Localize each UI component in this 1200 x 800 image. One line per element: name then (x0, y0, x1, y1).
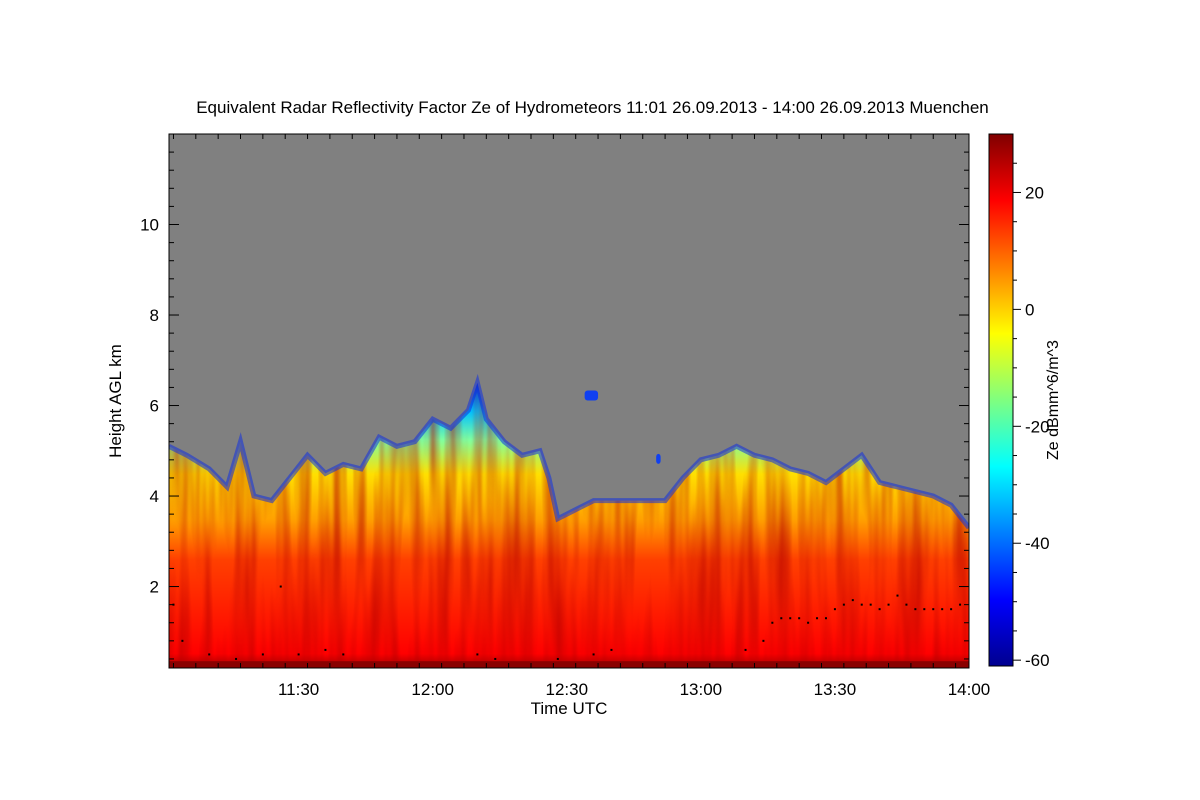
cloud-base-point (771, 621, 774, 624)
x-axis: 11:30 12:00 12:30 13:00 13:30 14:00 (172, 134, 991, 699)
x-axis-label: Time UTC (531, 699, 608, 718)
y-axis-label: Height AGL km (106, 344, 125, 458)
cloud-base-point (592, 653, 595, 656)
y-tick-label: 8 (150, 306, 159, 325)
cloud-base-point (235, 657, 238, 660)
x-tick-label: 12:30 (545, 680, 588, 699)
cloud-base-points (172, 585, 962, 660)
cloud-base-point (798, 617, 801, 620)
plot-frame (168, 133, 970, 669)
detached-echo (656, 453, 661, 464)
y-tick-label: 10 (140, 216, 159, 235)
cloud-base-point (279, 585, 282, 588)
y-tick-label: 6 (150, 397, 159, 416)
y-tick-label: 4 (150, 487, 159, 506)
y-tick-label: 2 (150, 578, 159, 597)
colorbar-tick-label: 20 (1025, 183, 1044, 202)
cloud-base-point (342, 653, 345, 656)
surface-reflectivity-band (169, 661, 969, 668)
cloud-base-point (869, 603, 872, 606)
colorbar (988, 133, 1014, 667)
x-tick-label: 13:00 (680, 680, 723, 699)
cloud-base-point (744, 648, 747, 651)
cloud-base-point (860, 603, 863, 606)
cloud-base-point (932, 608, 935, 611)
cloud-base-point (556, 657, 559, 660)
cloud-base-point (923, 608, 926, 611)
x-tick-label: 12:00 (411, 680, 454, 699)
cloud-base-point (762, 639, 765, 642)
colorbar-tick-label: -40 (1025, 534, 1050, 553)
cloud-base-point (494, 657, 497, 660)
colorbar-tick-label: -60 (1025, 651, 1050, 670)
cloud-base-point (941, 608, 944, 611)
cloud-base-point (950, 608, 953, 611)
x-tick-label: 14:00 (948, 680, 991, 699)
cloud-base-point (476, 653, 479, 656)
cloud-base-point (896, 594, 899, 597)
cloud-base-point (816, 617, 819, 620)
cloud-base-point (914, 608, 917, 611)
cloud-base-point (878, 608, 881, 611)
echo-top-edge (169, 373, 969, 530)
colorbar-tick-label: -20 (1025, 417, 1050, 436)
cloud-base-point (181, 639, 184, 642)
cloud-base-point (780, 617, 783, 620)
detached-echo (584, 390, 599, 401)
colorbar-tick-label: 0 (1025, 300, 1034, 319)
cloud-base-point (324, 648, 327, 651)
cloud-base-point (610, 648, 613, 651)
cloud-base-point (261, 653, 264, 656)
colorbar-ticks: 20 0 -20 -40 -60 (1013, 162, 1050, 670)
x-tick-label: 11:30 (278, 680, 319, 699)
cloud-base-point (833, 608, 836, 611)
cloud-base-point (851, 599, 854, 602)
cloud-base-point (959, 603, 962, 606)
cloud-base-point (842, 603, 845, 606)
x-tick-label: 13:30 (814, 680, 857, 699)
cloud-base-point (789, 617, 792, 620)
colorbar-label: Ze dBmm^6/m^3 (1045, 340, 1062, 460)
y-axis: 2 4 6 8 10 (140, 151, 969, 660)
cloud-base-point (905, 603, 908, 606)
cloud-base-point (297, 653, 300, 656)
cloud-base-point (824, 617, 827, 620)
cloud-base-point (807, 621, 810, 624)
cloud-base-point (208, 653, 211, 656)
cloud-base-point (887, 603, 890, 606)
chart-title: Equivalent Radar Reflectivity Factor Ze … (196, 98, 989, 117)
detached-echoes (584, 390, 661, 464)
